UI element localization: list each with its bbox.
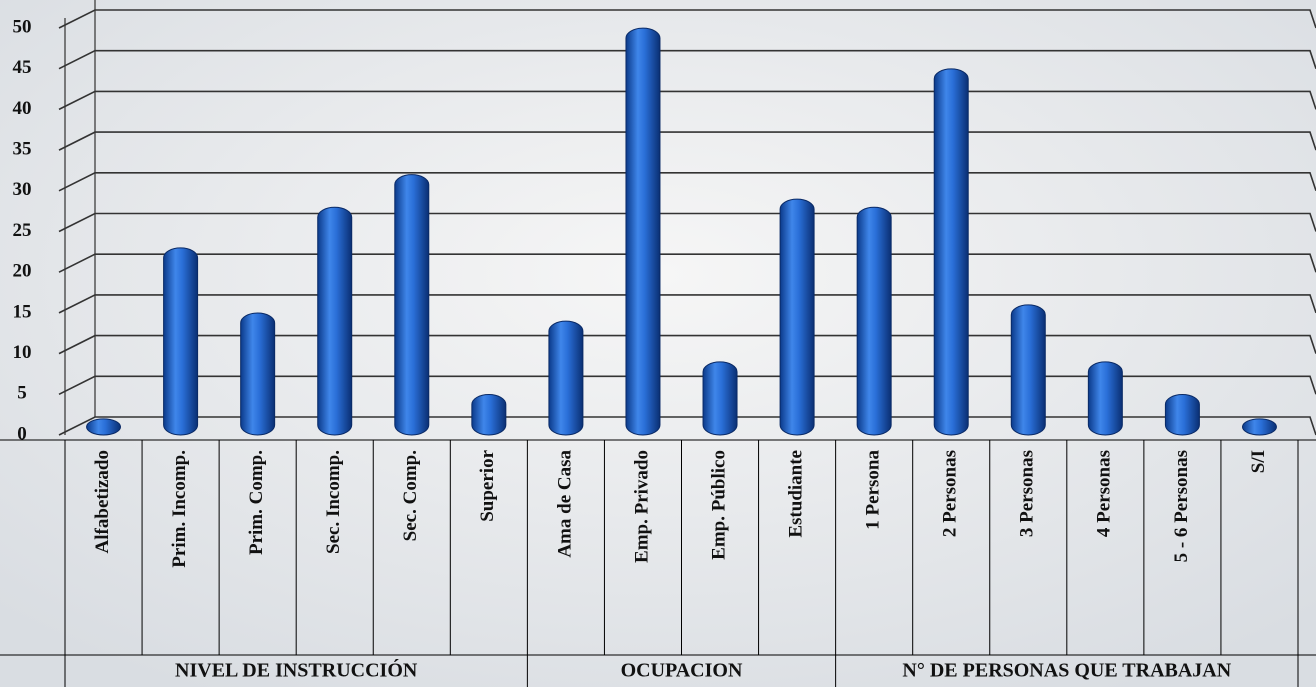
group-label: OCUPACION — [621, 660, 743, 682]
bar — [933, 68, 969, 436]
y-tick-label: 10 — [13, 342, 32, 363]
grid-line — [58, 375, 1316, 396]
bar — [548, 320, 584, 436]
grid-line — [58, 49, 1316, 70]
x-tick-label: 5 - 6 Personas — [1171, 450, 1192, 562]
x-tick-label: Sec. Incomp. — [323, 450, 344, 554]
bar — [625, 27, 661, 436]
x-tick-label: 3 Personas — [1017, 450, 1038, 537]
grid-line — [58, 416, 1316, 436]
y-tick-label: 35 — [13, 138, 32, 159]
group-label: NIVEL DE INSTRUCCIÓN — [175, 658, 418, 682]
bar — [1087, 361, 1123, 436]
bar — [779, 198, 815, 436]
y-tick-label: 40 — [13, 98, 32, 119]
grid-line — [58, 294, 1316, 314]
y-tick-label: 45 — [13, 57, 32, 78]
y-tick-label: 30 — [13, 179, 32, 200]
x-tick-label: Ama de Casa — [554, 450, 575, 558]
x-tick-label: Superior — [477, 449, 498, 521]
grid-line — [58, 212, 1316, 233]
y-tick-label: 5 — [17, 383, 27, 404]
bar — [163, 247, 199, 436]
grid-line — [58, 131, 1316, 151]
grid-line — [58, 90, 1316, 111]
bar — [86, 418, 122, 436]
grid-line — [58, 334, 1316, 355]
bar — [471, 393, 507, 436]
x-tick-label: 1 Persona — [863, 450, 884, 530]
x-tick-label: Estudiante — [785, 450, 806, 538]
bar — [1241, 418, 1277, 436]
y-tick-label: 20 — [13, 261, 32, 282]
bar — [1010, 304, 1046, 436]
x-tick-label: 4 Personas — [1094, 450, 1115, 537]
bar — [702, 361, 738, 436]
x-tick-label: Prim. Incomp. — [169, 450, 190, 568]
bar — [240, 312, 276, 436]
x-tick-label: S/I — [1248, 450, 1269, 473]
grid-line — [58, 172, 1316, 192]
bar — [856, 206, 892, 436]
y-tick-label: 0 — [17, 423, 27, 444]
x-tick-label: 2 Personas — [940, 450, 961, 537]
y-tick-label: 25 — [13, 220, 32, 241]
y-tick-label: 50 — [13, 16, 32, 37]
group-label: N° DE PERSONAS QUE TRABAJAN — [902, 660, 1231, 682]
bar — [394, 174, 430, 436]
x-tick-label: Emp. Público — [708, 450, 729, 560]
grid-line — [58, 253, 1316, 273]
bar — [317, 206, 353, 436]
x-tick-label: Prim. Comp. — [246, 450, 267, 555]
x-tick-label: Alfabetizado — [92, 450, 113, 553]
grid-line — [58, 9, 1316, 29]
x-tick-label: Sec. Comp. — [400, 450, 421, 541]
x-tick-label: Emp. Privado — [631, 450, 652, 563]
bar — [1164, 393, 1200, 436]
y-tick-label: 15 — [13, 301, 32, 322]
